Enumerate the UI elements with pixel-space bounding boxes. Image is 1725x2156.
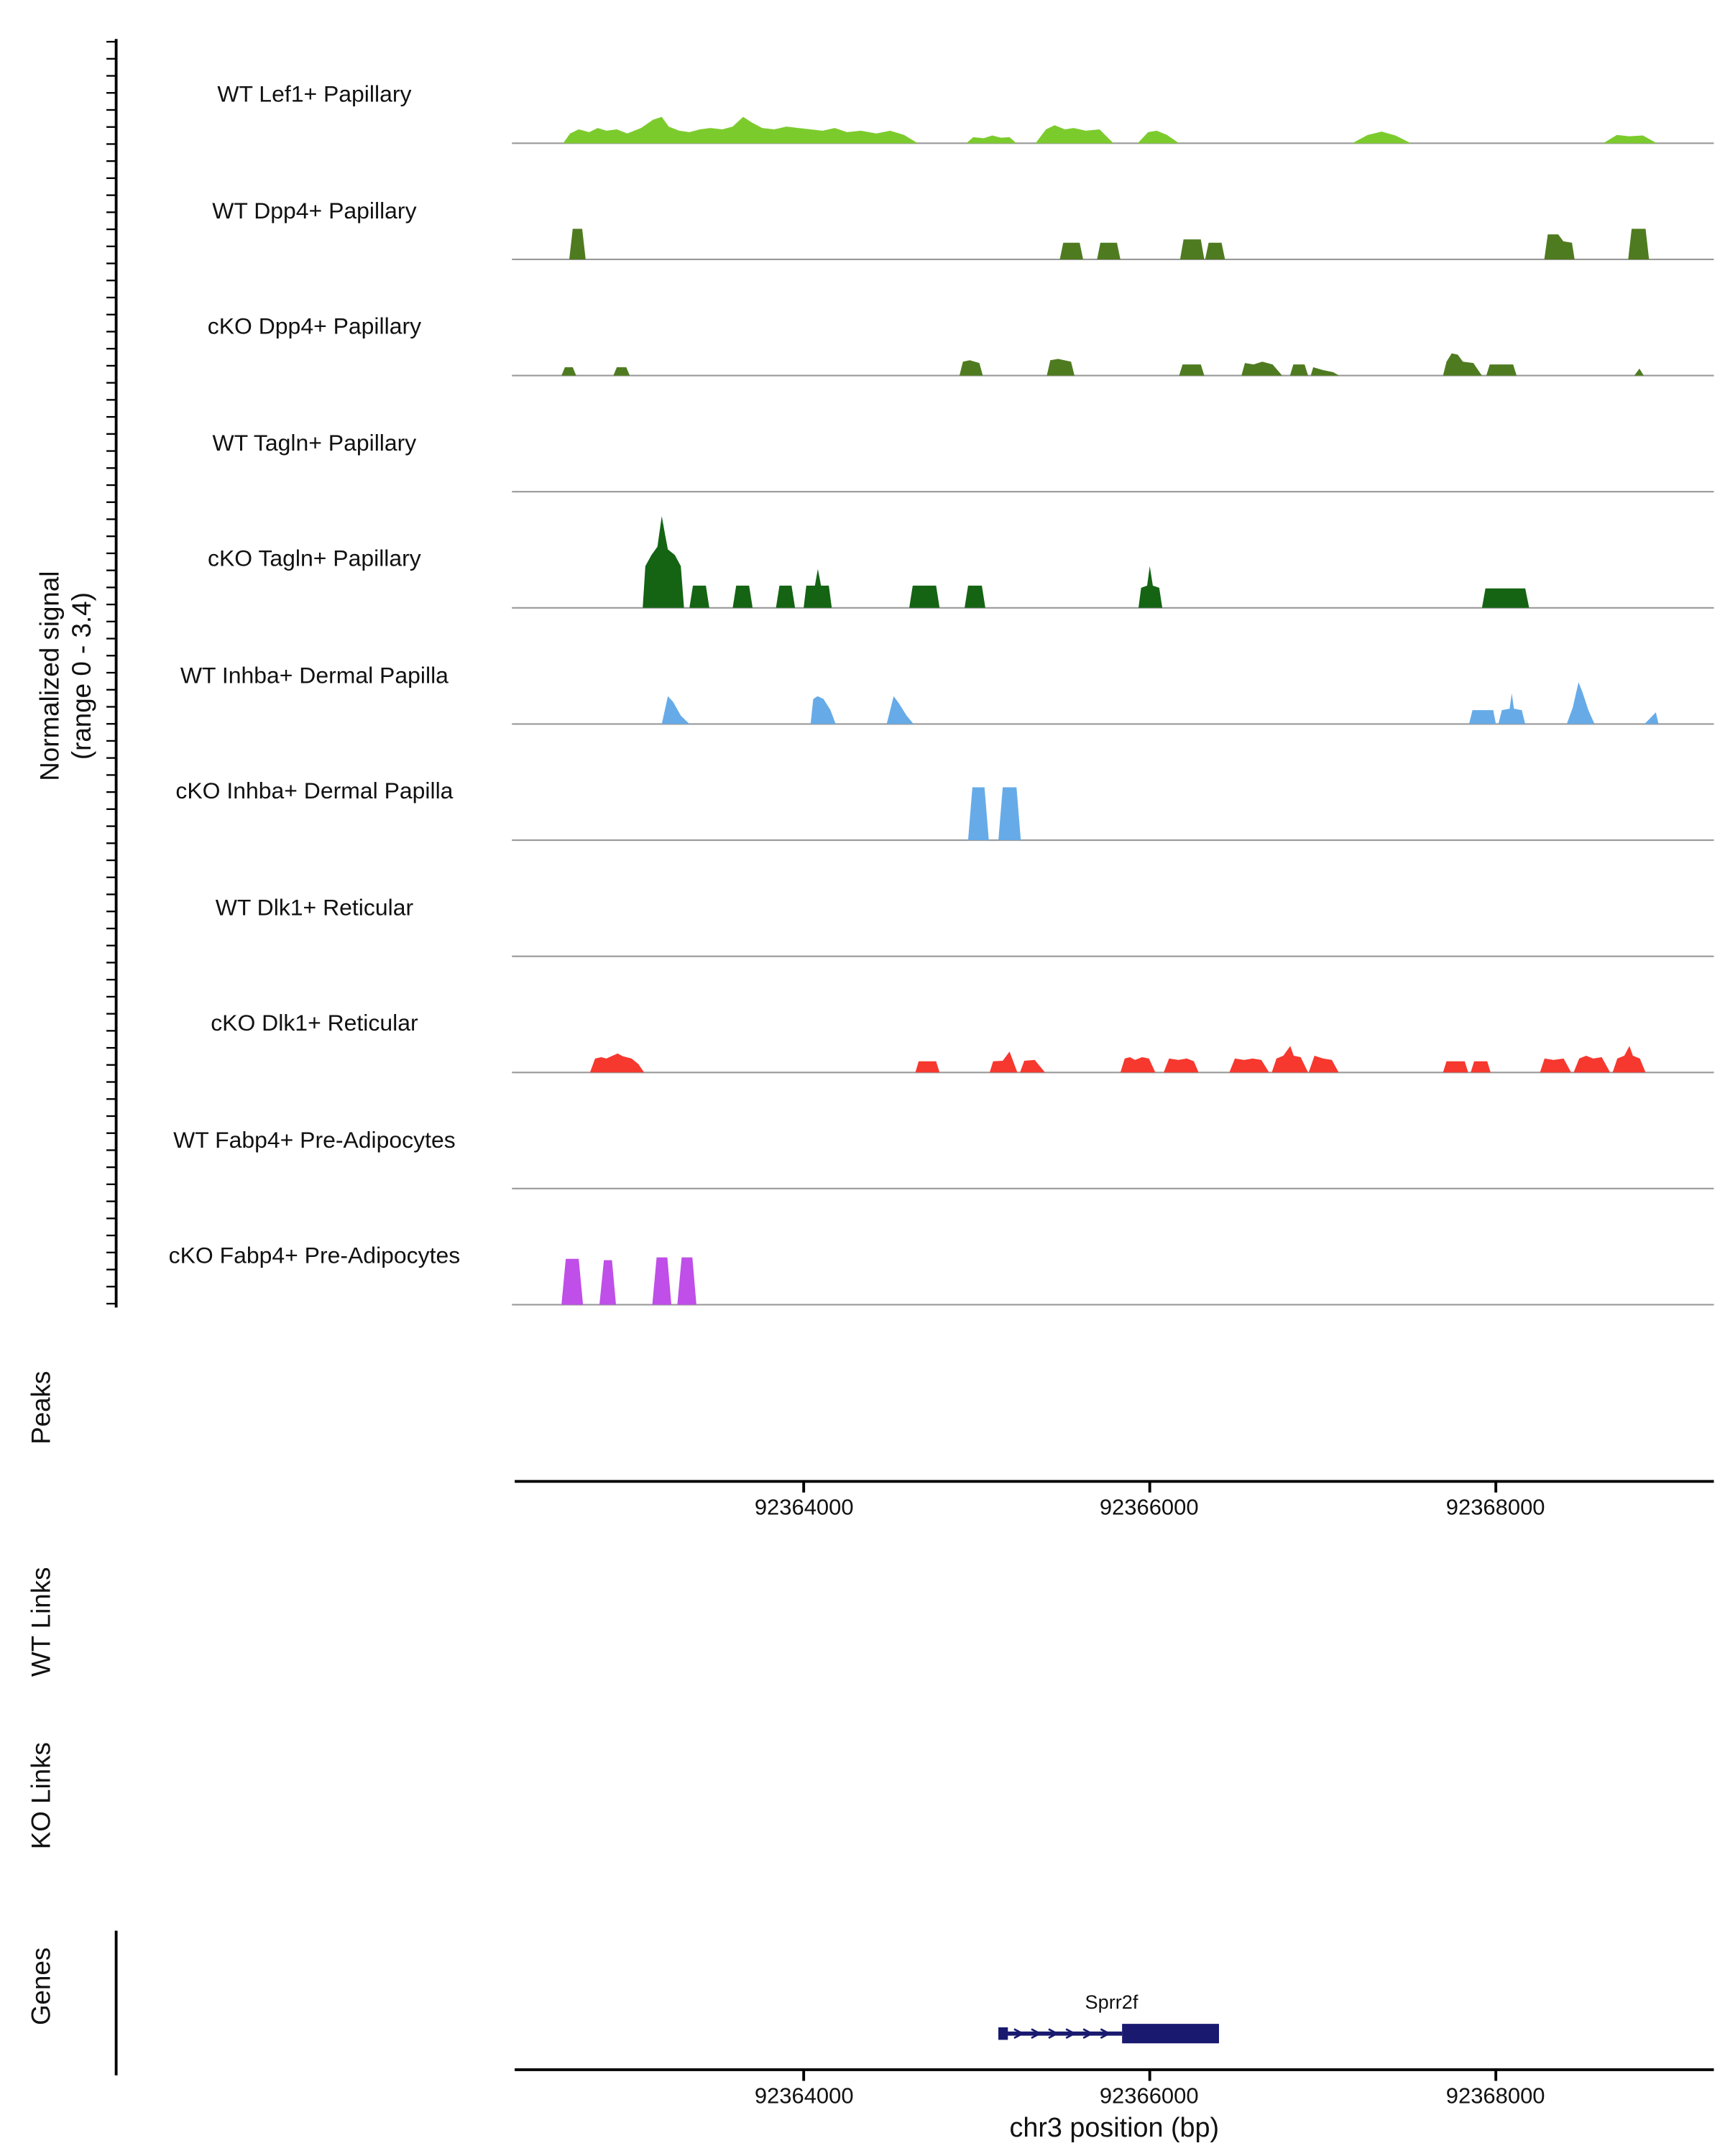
track-label: cKO Dlk1+ Reticular <box>211 1011 418 1036</box>
signal-peak <box>1137 130 1179 144</box>
signal-peak <box>613 367 630 376</box>
y-axis-label: Normalized signal (range 0 - 3.4) <box>34 398 98 954</box>
signal-peak <box>1308 1056 1339 1073</box>
signal-peak <box>1352 132 1412 144</box>
signal-peak <box>1486 364 1517 376</box>
gene-strand-arrow-icon <box>1013 2028 1025 2040</box>
signal-peak <box>661 696 690 724</box>
track-label: WT Tagln+ Papillary <box>212 430 417 456</box>
section-label-genes: Genes <box>27 1947 58 2026</box>
signal-peak <box>643 516 684 608</box>
signal-peak <box>1443 353 1482 376</box>
signal-peak <box>967 787 989 841</box>
gene-strand-arrow-icon <box>1100 2028 1111 2040</box>
signal-peak <box>1573 1056 1611 1073</box>
signal-peak <box>1612 1046 1646 1073</box>
track-label: WT Inhba+ Dermal Papilla <box>180 663 448 688</box>
signal-peak <box>1097 242 1121 259</box>
signal-peak <box>1471 1061 1491 1073</box>
gene-start-box <box>998 2027 1008 2040</box>
signal-peak <box>998 787 1021 841</box>
signal-peak <box>732 585 753 608</box>
signal-peak <box>1059 242 1083 259</box>
signal-peak <box>1289 364 1308 376</box>
signal-peak <box>1540 1058 1571 1073</box>
section-label-wt-links: WT Links <box>27 1567 58 1677</box>
signal-peak <box>1634 368 1644 376</box>
section-label-peaks: Peaks <box>27 1370 58 1445</box>
signal-peak <box>1020 1059 1045 1073</box>
track-label: cKO Dpp4+ Papillary <box>207 314 422 340</box>
signal-peak <box>1498 693 1526 724</box>
gene-strand-arrow-icon <box>1082 2028 1094 2040</box>
signal-peak <box>1310 367 1340 376</box>
signal-peak <box>561 367 576 376</box>
signal-peak <box>1644 712 1659 724</box>
x-tick-label: 92368000 <box>1445 2085 1545 2109</box>
track-label: WT Fabp4+ Pre-Adipocytes <box>173 1127 456 1153</box>
signal-peak <box>1603 134 1657 144</box>
signal-peak <box>1179 364 1205 376</box>
x-tick-label: 92366000 <box>1099 2085 1199 2109</box>
track-label: WT Lef1+ Papillary <box>217 82 412 108</box>
signal-peak <box>689 585 709 608</box>
section-label-ko-links: KO Links <box>27 1742 58 1850</box>
gene-intron-line <box>999 2031 1123 2036</box>
signal-peak <box>909 585 940 608</box>
signal-peak <box>652 1257 672 1305</box>
gene-strand-arrow-icon <box>1065 2028 1077 2040</box>
signal-peak <box>1241 361 1282 376</box>
gene-strand-arrow-icon <box>1031 2028 1042 2040</box>
signal-peak <box>915 1061 940 1073</box>
signal-peak <box>1035 125 1114 144</box>
signal-peak <box>1544 234 1575 259</box>
signal-peak <box>810 696 836 724</box>
signal-peak <box>569 229 586 259</box>
signal-peak <box>959 360 983 376</box>
signal-peak <box>599 1260 617 1305</box>
gene-exon-box <box>1122 2024 1219 2044</box>
track-label: cKO Fabp4+ Pre-Adipocytes <box>168 1243 461 1269</box>
signal-peak <box>1481 588 1530 608</box>
y-axis-label-line2: (range 0 - 3.4) <box>68 592 98 760</box>
signal-peak <box>965 585 985 608</box>
signal-peak <box>563 116 919 144</box>
signal-peak <box>1443 1061 1468 1073</box>
signal-peak <box>1271 1046 1308 1073</box>
track-label: cKO Tagln+ Papillary <box>208 546 421 572</box>
y-axis-label-line1: Normalized signal <box>36 571 65 781</box>
x-tick-label: 92364000 <box>754 2085 854 2109</box>
signal-peak <box>677 1257 696 1305</box>
track-label: WT Dlk1+ Reticular <box>215 895 414 921</box>
x-tick-label: 92368000 <box>1445 1496 1545 1521</box>
signal-peak <box>589 1053 645 1073</box>
signal-peak <box>989 1051 1018 1073</box>
signal-peak <box>1628 229 1650 259</box>
gene-name-label: Sprr2f <box>1085 1990 1138 2013</box>
x-axis-label: chr3 position (bp) <box>1009 2112 1220 2144</box>
signal-peak <box>1046 359 1075 376</box>
signal-peak <box>561 1258 584 1305</box>
signal-peak <box>1566 682 1595 724</box>
signal-peak <box>1468 710 1496 724</box>
signal-peak <box>776 585 796 608</box>
signal-peak <box>1120 1056 1156 1073</box>
signal-peak <box>1164 1058 1199 1073</box>
track-label: WT Dpp4+ Papillary <box>212 198 417 224</box>
signal-peak <box>804 568 832 608</box>
signal-peak <box>1229 1058 1269 1073</box>
signal-peak <box>1179 239 1205 259</box>
signal-peak <box>886 696 914 724</box>
signal-peak <box>1205 242 1225 259</box>
signal-peak <box>1138 566 1163 608</box>
track-label: cKO Inhba+ Dermal Papilla <box>175 778 454 804</box>
x-tick-label: 92366000 <box>1099 1496 1199 1521</box>
gene-strand-arrow-icon <box>1048 2028 1059 2040</box>
signal-peak <box>966 135 1017 144</box>
x-tick-label: 92364000 <box>754 1496 854 1521</box>
